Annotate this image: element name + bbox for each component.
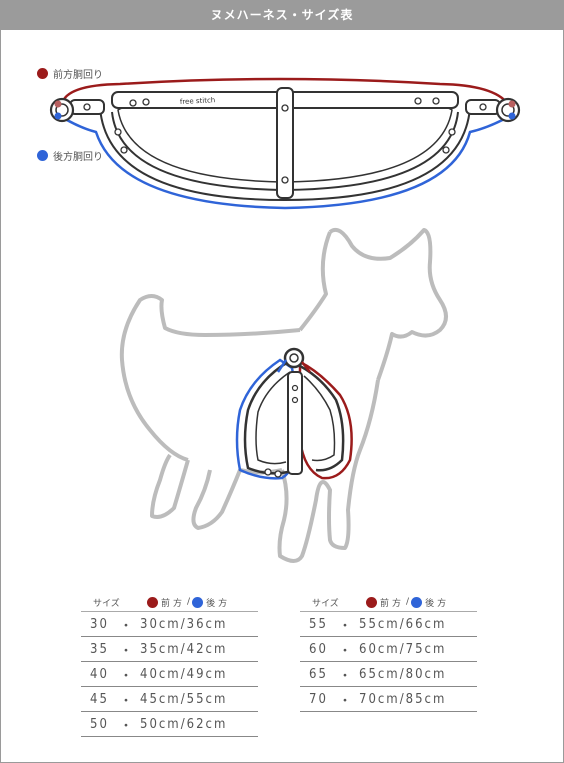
front-color-dot (37, 68, 48, 79)
row-size: 35 (90, 641, 109, 657)
row-separator: ・ (338, 693, 354, 709)
row-size: 50 (90, 716, 109, 732)
row-girth-value: 50cm/62cm (140, 716, 228, 732)
row-separator: ・ (338, 668, 354, 684)
row-separator: ・ (338, 618, 354, 634)
header-back: 後方 (411, 596, 449, 609)
header-slash: / (187, 597, 191, 607)
row-girth-value: 60cm/75cm (359, 641, 447, 657)
legend-front-girth: 前方胴回り (37, 66, 103, 81)
dog-outline (119, 227, 448, 563)
harness-flat-diagram: free stitch (49, 77, 521, 210)
row-size: 55 (309, 616, 328, 632)
header-front: 前方 (366, 596, 404, 609)
header-front-label: 前方 (380, 598, 405, 609)
legend-back-girth: 後方胴回り (37, 148, 103, 163)
legend-front-label: 前方胴回り (53, 70, 103, 81)
table-row: 65 ・ 65cm/80cm (300, 662, 477, 687)
header-back: 後方 (192, 596, 230, 609)
table-row: 70 ・ 70cm/85cm (300, 687, 477, 712)
header-front-label: 前方 (161, 598, 186, 609)
row-girth-value: 30cm/36cm (140, 616, 228, 632)
table-header: サイズ 前方 / 後方 (300, 593, 477, 612)
row-size: 30 (90, 616, 109, 632)
table-row: 40 ・ 40cm/49cm (81, 662, 258, 687)
back-color-dot (37, 150, 48, 161)
front-color-dot (147, 596, 158, 608)
front-color-dot (366, 596, 377, 608)
row-girth-value: 40cm/49cm (140, 666, 228, 682)
header-front: 前方 (147, 596, 185, 609)
row-girth-value: 45cm/55cm (140, 691, 228, 707)
row-size: 40 (90, 666, 109, 682)
back-color-dot (411, 596, 423, 608)
table-row: 50 ・ 50cm/62cm (81, 712, 258, 737)
table-row: 35 ・ 35cm/42cm (81, 637, 258, 662)
row-girth-value: 55cm/66cm (359, 616, 447, 632)
table-header: サイズ 前方 / 後方 (81, 593, 258, 612)
header-back-label: 後方 (206, 598, 231, 609)
table-row: 60 ・ 60cm/75cm (300, 637, 477, 662)
row-size: 60 (309, 641, 328, 657)
row-girth-value: 35cm/42cm (140, 641, 228, 657)
row-separator: ・ (119, 693, 135, 709)
row-separator: ・ (119, 643, 135, 659)
row-separator: ・ (338, 643, 354, 659)
row-girth-value: 70cm/85cm (359, 691, 447, 707)
table-row: 55 ・ 55cm/66cm (300, 612, 477, 637)
size-table-right: サイズ 前方 / 後方 55 ・ 55cm/66cm 60 ・ 60cm/75cm 65… (300, 593, 477, 712)
row-size: 45 (90, 691, 109, 707)
strap-brand-text: free stitch (180, 96, 216, 106)
size-table-left: サイズ 前方 / 後方 30 ・ 30cm/36cm 35 ・ 35cm/42cm 40… (81, 593, 258, 737)
dog-harness-illustration (119, 227, 448, 563)
row-size: 65 (309, 666, 328, 682)
header-back-label: 後方 (425, 598, 450, 609)
row-girth-value: 65cm/80cm (359, 666, 447, 682)
harness-on-dog (235, 347, 353, 480)
header-size: サイズ (93, 598, 120, 609)
back-color-dot (192, 596, 204, 608)
table-row: 30 ・ 30cm/36cm (81, 612, 258, 637)
page-title: ヌメハーネス・サイズ表 (0, 0, 564, 30)
row-size: 70 (309, 691, 328, 707)
header-size: サイズ (312, 598, 339, 609)
legend-back-label: 後方胴回り (53, 152, 103, 163)
row-separator: ・ (119, 718, 135, 734)
row-separator: ・ (119, 618, 135, 634)
row-separator: ・ (119, 668, 135, 684)
header-slash: / (406, 597, 410, 607)
table-row: 45 ・ 45cm/55cm (81, 687, 258, 712)
